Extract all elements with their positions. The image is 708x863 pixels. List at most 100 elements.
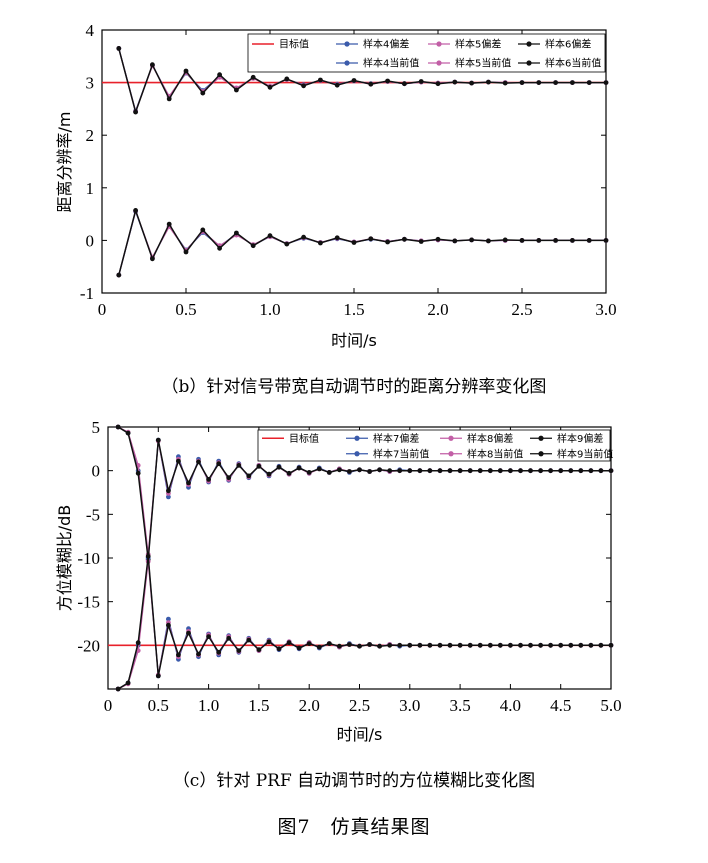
data-point — [357, 643, 362, 649]
data-point — [427, 642, 433, 648]
data-point — [125, 430, 131, 436]
data-point — [487, 468, 493, 474]
x-tick-label: 5.0 — [600, 696, 621, 715]
legend-marker — [526, 41, 532, 47]
x-tick-label: 1.0 — [198, 696, 219, 715]
data-point — [115, 424, 121, 430]
y-tick-label: -5 — [86, 505, 100, 524]
data-point — [226, 635, 232, 641]
legend-marker — [354, 451, 360, 457]
x-tick-label: 2.5 — [349, 696, 370, 715]
legend-label: 目标值 — [289, 432, 319, 445]
data-point — [418, 79, 424, 84]
data-point — [407, 642, 413, 648]
y-tick-label: 5 — [92, 418, 101, 437]
legend-label: 目标值 — [279, 38, 309, 51]
data-point — [286, 640, 292, 646]
data-point — [150, 62, 155, 68]
data-point — [217, 245, 223, 251]
data-point — [452, 79, 458, 85]
y-tick-label: -15 — [77, 593, 100, 612]
data-point — [216, 649, 222, 655]
data-point — [397, 642, 403, 648]
data-point — [145, 553, 151, 559]
data-point — [588, 468, 594, 474]
data-point — [487, 642, 493, 648]
data-point — [417, 642, 423, 648]
data-point — [548, 642, 553, 648]
data-point — [518, 468, 523, 474]
data-point — [284, 241, 290, 247]
series-line — [117, 557, 611, 690]
data-point — [301, 234, 306, 240]
data-point — [538, 642, 543, 648]
data-point — [200, 227, 206, 233]
data-point — [377, 643, 382, 649]
data-point — [477, 642, 483, 648]
data-point — [387, 468, 393, 474]
legend-label: 样本6当前值 — [545, 57, 601, 70]
figure-title: 图7 仿真结果图 — [277, 816, 431, 838]
data-point — [166, 488, 171, 494]
data-point — [186, 630, 191, 636]
data-point — [447, 642, 453, 648]
legend-label: 样本5当前值 — [455, 57, 511, 70]
legend-marker — [538, 451, 544, 457]
legend-marker — [436, 60, 442, 66]
data-point — [284, 76, 290, 82]
legend-marker — [448, 435, 454, 441]
data-point — [226, 475, 232, 481]
data-point — [502, 80, 508, 86]
data-point — [598, 468, 604, 474]
data-point — [387, 642, 393, 648]
data-point — [570, 238, 575, 243]
data-point — [568, 642, 574, 648]
data-point — [486, 238, 491, 244]
legend-label: 样本9偏差 — [557, 432, 603, 445]
data-point — [402, 236, 407, 242]
data-point — [316, 644, 322, 650]
data-point — [276, 646, 282, 652]
y-tick-label: 0 — [86, 231, 95, 250]
data-point — [427, 468, 433, 474]
data-point — [578, 468, 584, 474]
legend-label: 样本7偏差 — [373, 432, 419, 445]
data-point — [115, 686, 121, 692]
data-point — [176, 652, 181, 658]
chart-b: 0 0.5 1.0 1.5 2.0 2.5 3.0-101234时间/s距离分辨率/m目标值… — [55, 21, 617, 350]
data-point — [246, 637, 252, 643]
data-point — [250, 74, 256, 80]
data-point — [183, 68, 189, 74]
data-point — [150, 256, 155, 262]
data-point — [538, 468, 543, 474]
data-point — [267, 84, 273, 90]
data-point — [385, 239, 390, 245]
data-point — [457, 468, 463, 474]
x-tick-label: 1.5 — [248, 696, 269, 715]
legend-label: 样本7当前值 — [373, 447, 429, 460]
data-point — [536, 80, 542, 85]
x-tick-label: 0 — [104, 696, 113, 715]
data-point — [135, 640, 141, 646]
x-tick-label: 4.5 — [550, 696, 571, 715]
data-point — [568, 468, 574, 474]
data-point — [234, 230, 239, 236]
data-point — [236, 648, 242, 653]
data-point — [337, 467, 342, 473]
y-tick-label: 0 — [92, 462, 101, 481]
series-line — [118, 48, 606, 113]
x-tick-label: 2.0 — [427, 300, 448, 319]
data-point — [296, 645, 302, 651]
y-axis-label: 距离分辨率/m — [55, 112, 74, 213]
data-point — [368, 236, 374, 242]
chart-c: 0 0.5 1.0 1.5 2.0 2.5 3.0 3.5 4.0 4.5 5.0 5 0 -5 -10 -1… — [55, 418, 622, 744]
legend-label: 样本8当前值 — [467, 447, 523, 460]
legend-marker — [526, 60, 532, 66]
data-point — [518, 642, 523, 648]
data-point — [553, 238, 558, 243]
data-point — [246, 473, 252, 479]
data-point — [367, 642, 372, 647]
data-point — [457, 642, 463, 648]
data-point — [397, 468, 403, 474]
